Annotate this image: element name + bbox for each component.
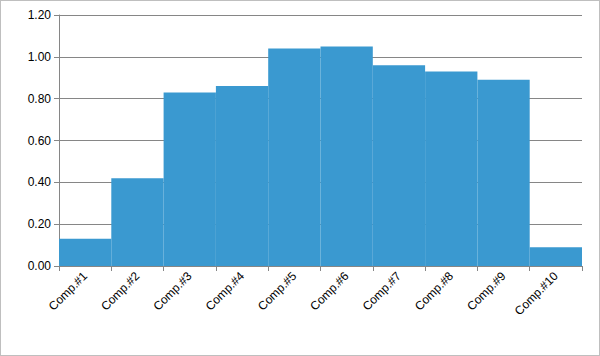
svg-text:Comp.#3: Comp.#3 [150, 269, 195, 314]
svg-text:Comp.#7: Comp.#7 [360, 269, 405, 314]
svg-text:Comp.#8: Comp.#8 [412, 269, 457, 314]
svg-text:0.60: 0.60 [28, 134, 52, 148]
svg-text:1.20: 1.20 [28, 8, 52, 22]
svg-text:Comp.#4: Comp.#4 [203, 269, 248, 314]
svg-text:0.00: 0.00 [28, 259, 52, 273]
svg-text:0.40: 0.40 [28, 175, 52, 189]
svg-text:Comp.#5: Comp.#5 [255, 269, 300, 314]
svg-text:1.00: 1.00 [28, 50, 52, 64]
svg-text:Comp.#1: Comp.#1 [46, 269, 91, 314]
svg-text:Comp.#2: Comp.#2 [98, 269, 143, 314]
svg-text:Comp.#10: Comp.#10 [512, 269, 561, 318]
svg-text:0.80: 0.80 [28, 92, 52, 106]
svg-text:Comp.#9: Comp.#9 [464, 269, 509, 314]
svg-text:Comp.#6: Comp.#6 [307, 269, 352, 314]
svg-text:0.20: 0.20 [28, 217, 52, 231]
